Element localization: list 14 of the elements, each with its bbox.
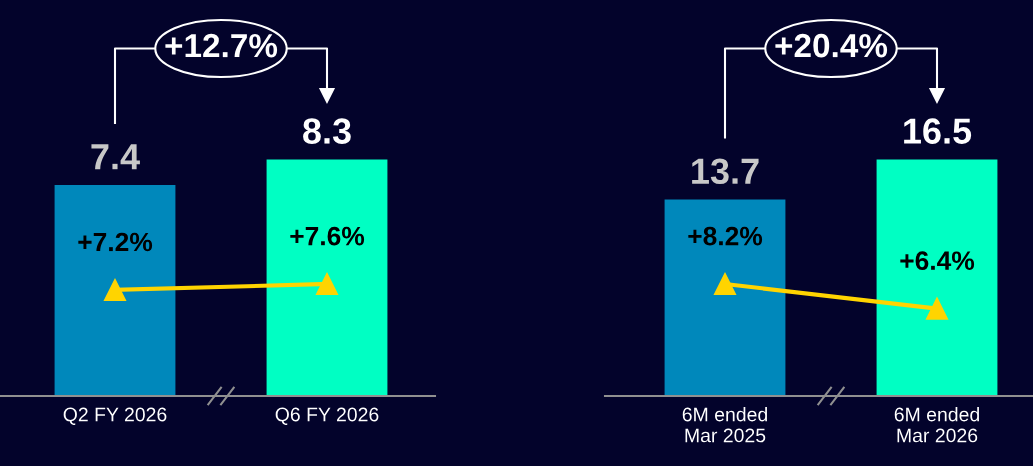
- text: +20.4%: [775, 33, 888, 58]
- data-label: 13.7: [692, 158, 759, 185]
- data-label: 16.5: [904, 118, 972, 144]
- data-label: 7.4: [91, 144, 140, 170]
- x-tick-label: 6M ended Mar 2025: [682, 407, 767, 443]
- x-tick-label: Q6 FY 2026: [275, 407, 379, 425]
- data-label: +7.6%: [290, 226, 365, 246]
- text: +12.7%: [165, 33, 278, 58]
- data-label: +6.4%: [900, 251, 975, 271]
- x-tick-label: 6M ended Mar 2026: [894, 407, 979, 443]
- data-label: 8.3: [303, 118, 351, 144]
- data-label: +7.2%: [78, 232, 153, 252]
- x-tick-label: Q2 FY 2026: [63, 407, 167, 425]
- data-label: +8.2%: [688, 226, 763, 246]
